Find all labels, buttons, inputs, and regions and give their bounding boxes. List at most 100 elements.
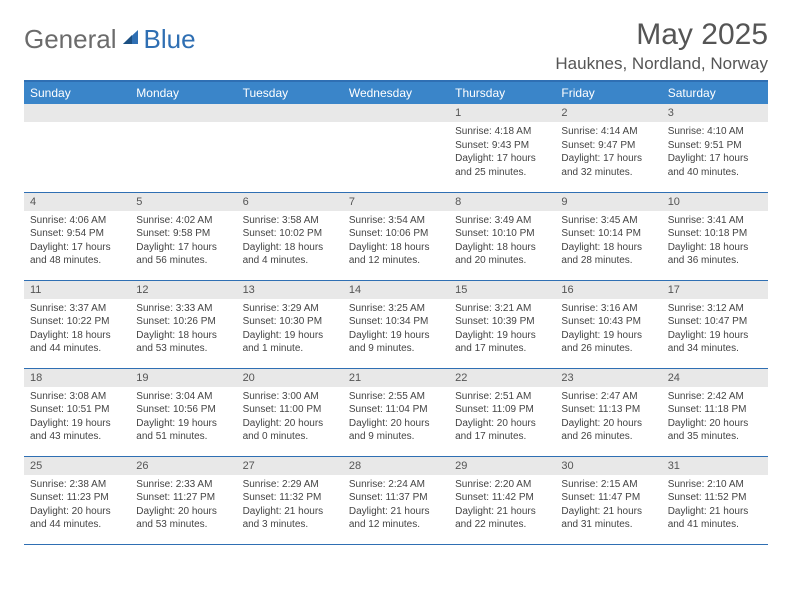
sunset-text: Sunset: 10:43 PM: [561, 315, 655, 329]
sunset-text: Sunset: 9:58 PM: [136, 227, 230, 241]
calendar-day-cell: 19Sunrise: 3:04 AMSunset: 10:56 PMDaylig…: [130, 368, 236, 456]
col-saturday: Saturday: [662, 81, 768, 104]
day-details: Sunrise: 2:42 AMSunset: 11:18 PMDaylight…: [662, 387, 768, 448]
day-number: 20: [237, 369, 343, 387]
daylight-text: Daylight: 20 hours and 44 minutes.: [30, 505, 124, 532]
calendar-header-row: Sunday Monday Tuesday Wednesday Thursday…: [24, 81, 768, 104]
daylight-text: Daylight: 17 hours and 48 minutes.: [30, 241, 124, 268]
sunrise-text: Sunrise: 3:29 AM: [243, 302, 337, 316]
calendar-day-cell: 30Sunrise: 2:15 AMSunset: 11:47 PMDaylig…: [555, 456, 661, 544]
sunrise-text: Sunrise: 4:10 AM: [668, 125, 762, 139]
calendar-week-row: 4Sunrise: 4:06 AMSunset: 9:54 PMDaylight…: [24, 192, 768, 280]
daylight-text: Daylight: 21 hours and 12 minutes.: [349, 505, 443, 532]
calendar-day-cell: 11Sunrise: 3:37 AMSunset: 10:22 PMDaylig…: [24, 280, 130, 368]
day-number: 14: [343, 281, 449, 299]
sunset-text: Sunset: 9:54 PM: [30, 227, 124, 241]
sunrise-text: Sunrise: 3:54 AM: [349, 214, 443, 228]
day-number: 4: [24, 193, 130, 211]
day-number: 13: [237, 281, 343, 299]
calendar-day-cell: 8Sunrise: 3:49 AMSunset: 10:10 PMDayligh…: [449, 192, 555, 280]
sunrise-text: Sunrise: 4:06 AM: [30, 214, 124, 228]
day-number: 5: [130, 193, 236, 211]
logo-text-blue: Blue: [144, 24, 196, 55]
calendar-day-cell: 31Sunrise: 2:10 AMSunset: 11:52 PMDaylig…: [662, 456, 768, 544]
day-number: 1: [449, 104, 555, 122]
day-number: 18: [24, 369, 130, 387]
location-text: Hauknes, Nordland, Norway: [555, 54, 768, 74]
day-details: Sunrise: 2:20 AMSunset: 11:42 PMDaylight…: [449, 475, 555, 536]
day-number: 27: [237, 457, 343, 475]
day-number: 23: [555, 369, 661, 387]
day-details: Sunrise: 3:08 AMSunset: 10:51 PMDaylight…: [24, 387, 130, 448]
sunrise-text: Sunrise: 3:58 AM: [243, 214, 337, 228]
day-details: Sunrise: 2:55 AMSunset: 11:04 PMDaylight…: [343, 387, 449, 448]
sunset-text: Sunset: 11:04 PM: [349, 403, 443, 417]
day-number: 25: [24, 457, 130, 475]
day-details: Sunrise: 3:12 AMSunset: 10:47 PMDaylight…: [662, 299, 768, 360]
daylight-text: Daylight: 20 hours and 0 minutes.: [243, 417, 337, 444]
day-details: Sunrise: 3:04 AMSunset: 10:56 PMDaylight…: [130, 387, 236, 448]
calendar-week-row: 18Sunrise: 3:08 AMSunset: 10:51 PMDaylig…: [24, 368, 768, 456]
month-title: May 2025: [555, 18, 768, 52]
calendar-day-cell: 1Sunrise: 4:18 AMSunset: 9:43 PMDaylight…: [449, 104, 555, 192]
daylight-text: Daylight: 20 hours and 53 minutes.: [136, 505, 230, 532]
sunrise-text: Sunrise: 2:42 AM: [668, 390, 762, 404]
day-number: 2: [555, 104, 661, 122]
sunset-text: Sunset: 9:43 PM: [455, 139, 549, 153]
day-number: 29: [449, 457, 555, 475]
daylight-text: Daylight: 21 hours and 22 minutes.: [455, 505, 549, 532]
daylight-text: Daylight: 21 hours and 31 minutes.: [561, 505, 655, 532]
daylight-text: Daylight: 18 hours and 20 minutes.: [455, 241, 549, 268]
day-number: 16: [555, 281, 661, 299]
calendar-day-cell: 18Sunrise: 3:08 AMSunset: 10:51 PMDaylig…: [24, 368, 130, 456]
calendar-day-cell: 14Sunrise: 3:25 AMSunset: 10:34 PMDaylig…: [343, 280, 449, 368]
calendar-day-cell: 22Sunrise: 2:51 AMSunset: 11:09 PMDaylig…: [449, 368, 555, 456]
daylight-text: Daylight: 21 hours and 3 minutes.: [243, 505, 337, 532]
calendar-day-cell: [343, 104, 449, 192]
day-details: Sunrise: 3:29 AMSunset: 10:30 PMDaylight…: [237, 299, 343, 360]
day-number: 3: [662, 104, 768, 122]
day-number: 8: [449, 193, 555, 211]
sunrise-text: Sunrise: 4:02 AM: [136, 214, 230, 228]
sunrise-text: Sunrise: 3:04 AM: [136, 390, 230, 404]
sunset-text: Sunset: 10:26 PM: [136, 315, 230, 329]
sunset-text: Sunset: 10:56 PM: [136, 403, 230, 417]
daylight-text: Daylight: 17 hours and 56 minutes.: [136, 241, 230, 268]
day-number: 12: [130, 281, 236, 299]
day-details: Sunrise: 3:37 AMSunset: 10:22 PMDaylight…: [24, 299, 130, 360]
sunset-text: Sunset: 10:10 PM: [455, 227, 549, 241]
day-details: Sunrise: 3:00 AMSunset: 11:00 PMDaylight…: [237, 387, 343, 448]
sunrise-text: Sunrise: 3:12 AM: [668, 302, 762, 316]
daylight-text: Daylight: 19 hours and 34 minutes.: [668, 329, 762, 356]
day-details: Sunrise: 2:47 AMSunset: 11:13 PMDaylight…: [555, 387, 661, 448]
calendar-day-cell: 26Sunrise: 2:33 AMSunset: 11:27 PMDaylig…: [130, 456, 236, 544]
day-details: Sunrise: 2:24 AMSunset: 11:37 PMDaylight…: [343, 475, 449, 536]
sunrise-text: Sunrise: 2:10 AM: [668, 478, 762, 492]
sunrise-text: Sunrise: 3:41 AM: [668, 214, 762, 228]
day-number: 22: [449, 369, 555, 387]
calendar-day-cell: 5 Sunrise: 4:02 AMSunset: 9:58 PMDaylight…: [130, 192, 236, 280]
daylight-text: Daylight: 18 hours and 44 minutes.: [30, 329, 124, 356]
empty-day-number: [343, 104, 449, 122]
daylight-text: Daylight: 19 hours and 9 minutes.: [349, 329, 443, 356]
sunset-text: Sunset: 11:42 PM: [455, 491, 549, 505]
sunset-text: Sunset: 9:47 PM: [561, 139, 655, 153]
calendar-week-row: 25Sunrise: 2:38 AMSunset: 11:23 PMDaylig…: [24, 456, 768, 544]
sunset-text: Sunset: 11:18 PM: [668, 403, 762, 417]
day-details: Sunrise: 4:14 AMSunset: 9:47 PMDaylight:…: [555, 122, 661, 183]
sunset-text: Sunset: 10:02 PM: [243, 227, 337, 241]
day-number: 6: [237, 193, 343, 211]
day-number: 21: [343, 369, 449, 387]
daylight-text: Daylight: 19 hours and 26 minutes.: [561, 329, 655, 356]
day-number: 17: [662, 281, 768, 299]
calendar-day-cell: 21Sunrise: 2:55 AMSunset: 11:04 PMDaylig…: [343, 368, 449, 456]
sunset-text: Sunset: 10:22 PM: [30, 315, 124, 329]
calendar-day-cell: 28Sunrise: 2:24 AMSunset: 11:37 PMDaylig…: [343, 456, 449, 544]
sunrise-text: Sunrise: 2:29 AM: [243, 478, 337, 492]
sunrise-text: Sunrise: 2:20 AM: [455, 478, 549, 492]
sunrise-text: Sunrise: 2:47 AM: [561, 390, 655, 404]
sunset-text: Sunset: 11:32 PM: [243, 491, 337, 505]
sunrise-text: Sunrise: 2:38 AM: [30, 478, 124, 492]
empty-day-number: [24, 104, 130, 122]
calendar-day-cell: 6Sunrise: 3:58 AMSunset: 10:02 PMDayligh…: [237, 192, 343, 280]
